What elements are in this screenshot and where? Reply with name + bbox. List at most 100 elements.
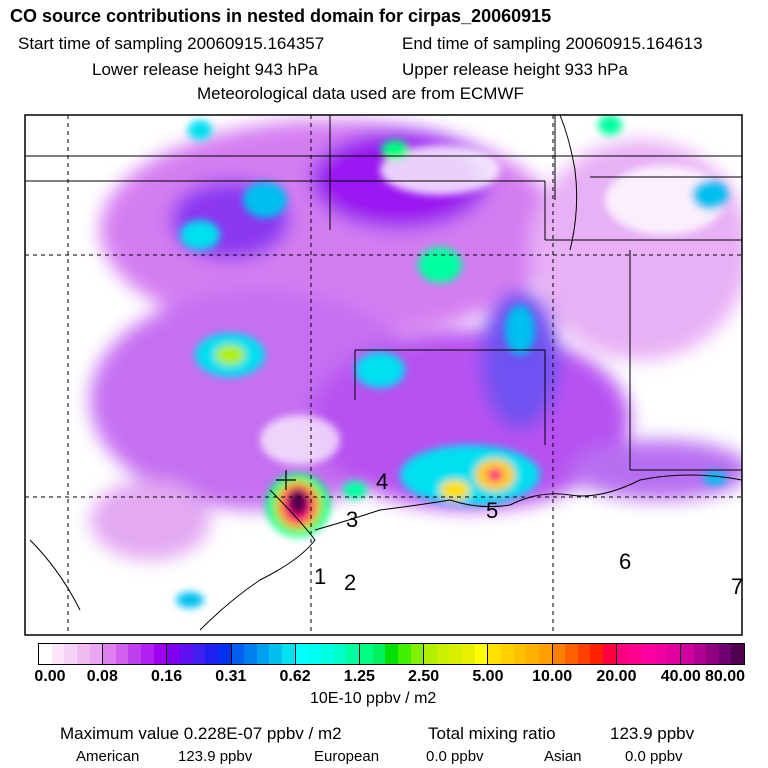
colorbar-bin: [590, 644, 604, 664]
colorbar-bin: [641, 644, 655, 664]
american-label: American: [76, 748, 140, 765]
colorbar-bin: [731, 644, 745, 664]
total-mixing-ratio-value: 123.9 ppbv: [610, 724, 695, 743]
colorbar-bin: [51, 644, 65, 664]
colorbar-bin: [76, 644, 90, 664]
colorbar-tick-label: 80.00: [704, 668, 746, 685]
colorbar-tick-label: 0.16: [150, 668, 183, 685]
met-data-source: Meteorological data used are from ECMWF: [197, 84, 524, 103]
colorbar-bin: [103, 644, 116, 664]
end-time: End time of sampling 20060915.164613: [402, 34, 703, 53]
colorbar-bin: [577, 644, 591, 664]
colorbar-bin: [308, 644, 322, 664]
colorbar-bin: [89, 644, 103, 664]
colorbar-bin: [282, 644, 295, 664]
colorbar-bin: [372, 644, 386, 664]
colorbar: [38, 643, 745, 665]
colorbar-bin: [410, 644, 424, 664]
colorbar-bin: [333, 644, 347, 664]
map-label-1: 1: [314, 564, 327, 589]
colorbar-bin: [629, 644, 642, 664]
colorbar-segment: [39, 644, 104, 664]
colorbar-bin: [115, 644, 129, 664]
colorbar-segment: [231, 644, 296, 664]
colorbar-bin: [488, 644, 501, 664]
asian-value: 0.0 ppbv: [625, 748, 683, 765]
receptor-marker-icon: [276, 470, 296, 490]
map-frame: [24, 114, 743, 636]
map-label-6: 6: [619, 549, 632, 574]
map-label-5: 5: [486, 498, 499, 523]
colorbar-bin: [538, 644, 552, 664]
colorbar-bin: [513, 644, 527, 664]
colorbar-tick-label: 0.62: [279, 668, 311, 685]
colorbar-bin: [153, 644, 167, 664]
colorbar-bin: [295, 644, 309, 664]
source-contribution-map: [24, 114, 743, 636]
concentration-field: [90, 115, 742, 608]
colorbar-segment: [103, 644, 168, 664]
european-value: 0.0 ppbv: [426, 748, 484, 765]
asian-label: Asian: [544, 748, 582, 765]
colorbar-bin: [718, 644, 732, 664]
colorbar-bin: [693, 644, 707, 664]
colorbar-bin: [552, 644, 566, 664]
colorbar-bin: [217, 644, 231, 664]
colorbar-tick-label: 5.00: [472, 668, 504, 685]
colorbar-tick-label: 40.00: [660, 668, 701, 685]
colorbar-bin: [64, 644, 77, 664]
colorbar-bin: [385, 644, 398, 664]
map-label-7: 7: [731, 574, 744, 599]
colorbar-bin: [141, 644, 154, 664]
colorbar-tick-label: 1.25: [343, 668, 375, 685]
start-time: Start time of sampling 20060915.164357: [18, 34, 325, 53]
colorbar-bin: [321, 644, 334, 664]
maximum-value: Maximum value 0.228E-07 ppbv / m2: [60, 724, 342, 743]
american-value: 123.9 ppbv: [178, 748, 253, 765]
colorbar-segment: [488, 644, 553, 664]
colorbar-bin: [167, 644, 181, 664]
colorbar-bin: [128, 644, 142, 664]
colorbar-segment: [680, 644, 745, 664]
map-label-3: 3: [346, 507, 359, 532]
colorbar-tick-label: 20.00: [596, 668, 637, 685]
colorbar-bin: [667, 644, 680, 664]
colorbar-tick-label: 0.31: [215, 668, 247, 685]
colorbar-bin: [205, 644, 218, 664]
colorbar-bin: [269, 644, 283, 664]
total-mixing-ratio-label: Total mixing ratio: [428, 724, 556, 743]
colorbar-tick-label: 0.08: [86, 668, 118, 685]
colorbar-tick-label: 0.00: [34, 668, 66, 685]
colorbar-bin: [500, 644, 514, 664]
colorbar-bin: [526, 644, 539, 664]
colorbar-bin: [603, 644, 616, 664]
colorbar-segment: [167, 644, 232, 664]
upper-release-height: Upper release height 933 hPa: [402, 60, 628, 79]
map-label-4: 4: [376, 469, 389, 494]
colorbar-segment: [552, 644, 617, 664]
map-label-2: 2: [344, 570, 357, 595]
colorbar-bin: [462, 644, 475, 664]
plot-title: CO source contributions in nested domain…: [10, 6, 552, 26]
colorbar-bin: [424, 644, 437, 664]
colorbar-bin: [346, 644, 359, 664]
map-boundaries: [25, 114, 743, 631]
colorbar-bin: [436, 644, 450, 664]
colorbar-bin: [256, 644, 270, 664]
colorbar-segment: [424, 644, 489, 664]
colorbar-bin: [359, 644, 373, 664]
colorbar-segment: [616, 644, 681, 664]
european-label: European: [314, 748, 380, 765]
colorbar-bin: [397, 644, 411, 664]
colorbar-bin: [654, 644, 668, 664]
colorbar-bin: [616, 644, 630, 664]
colorbar-tick-label: 10.00: [532, 668, 573, 685]
colorbar-bin: [180, 644, 193, 664]
grid-lines: [25, 115, 742, 635]
colorbar-segment: [295, 644, 360, 664]
colorbar-bin: [192, 644, 206, 664]
colorbar-bin: [39, 644, 52, 664]
colorbar-bin: [231, 644, 245, 664]
colorbar-bin: [449, 644, 463, 664]
colorbar-tick-label: 2.50: [408, 668, 440, 685]
